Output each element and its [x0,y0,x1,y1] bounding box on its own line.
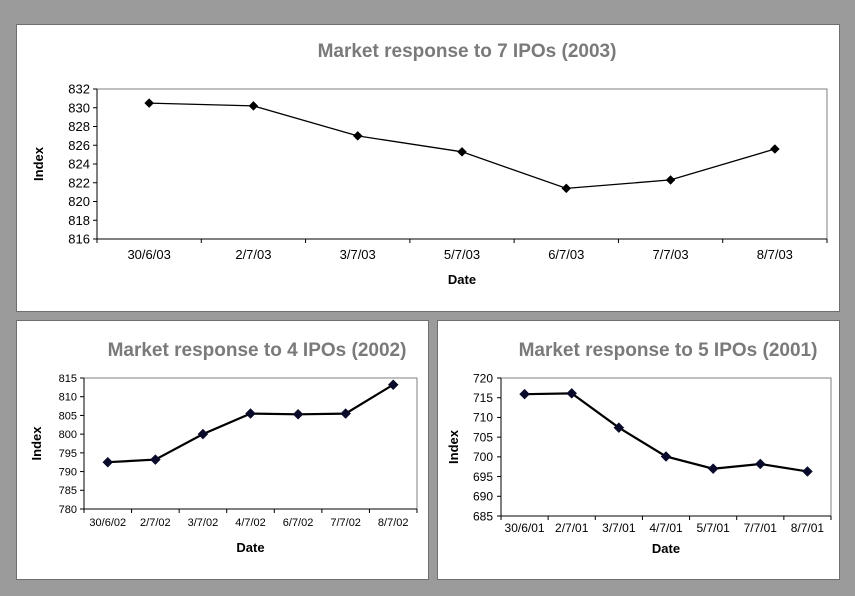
x-tick-label: 3/7/03 [340,247,376,262]
x-tick-label: 5/7/01 [696,521,730,535]
x-tick-label: 2/7/01 [555,521,589,535]
y-tick-label: 780 [59,504,77,516]
y-tick-label: 785 [59,485,77,497]
y-tick-label: 715 [473,391,493,405]
data-point [197,428,209,440]
y-tick-label: 826 [68,138,90,153]
y-tick-label: 830 [68,100,90,115]
data-point [387,379,399,391]
y-tick-label: 800 [59,429,77,441]
y-tick-label: 815 [59,373,77,385]
y-axis-title: Index [31,146,46,181]
chart-2001: Market response to 5 IPOs (2001) 685 690 69… [446,340,832,556]
x-tick-label: 30/6/03 [127,247,170,262]
data-point [144,98,154,108]
series-line-2003 [149,102,776,190]
x-tick-label: 4/7/02 [235,517,266,529]
chart-panel-2001: Market response to 5 IPOs (2001) 685 690 69… [437,320,840,580]
x-tick-label: 30/6/02 [89,517,126,529]
y-tick-label: 828 [68,119,90,134]
y-tick-label: 820 [68,194,90,209]
chart-title-2002: Market response to 4 IPOs (2002) [108,340,407,361]
x-tick-label: 30/6/01 [505,521,545,535]
y-tick-label: 710 [473,411,493,425]
data-point [754,458,766,470]
plot-area-2002 [83,377,418,510]
data-point [292,408,304,420]
y-tick-label: 810 [59,392,77,404]
x-tick-label: 8/7/03 [757,247,793,262]
y-tick-label: 695 [473,470,493,484]
x-tick-label: 7/7/01 [744,521,778,535]
y-axis-title: Index [29,426,44,461]
x-tick-label: 6/7/02 [283,517,314,529]
plot-area-2001 [500,377,832,517]
data-point [248,101,259,111]
data-point [613,422,625,434]
y-tick-label: 700 [473,450,493,464]
x-axis-title: Date [236,540,264,555]
x-tick-label: 4/7/01 [649,521,683,535]
chart-panel-2002: Market response to 4 IPOs (2002) 780 785 79… [16,320,429,580]
y-tick-label: 790 [59,467,77,479]
y-tick-label: 818 [68,213,90,228]
data-point [102,456,114,468]
data-point [770,144,780,154]
data-point [150,454,161,465]
y-tick-label: 805 [59,410,77,422]
x-tick-label: 3/7/02 [188,517,219,529]
plot-area-2003 [96,88,828,240]
y-tick-label: 720 [473,371,493,385]
data-point [707,463,719,475]
x-tick-label: 7/7/02 [330,517,361,529]
data-point [566,388,578,399]
y-tick-label: 685 [473,509,493,523]
y-tick-label: 816 [68,232,90,247]
data-point [340,408,351,419]
data-point [561,183,572,194]
series-line-2002 [107,383,394,464]
y-tick-label: 705 [473,430,493,444]
x-tick-label: 8/7/01 [791,521,825,535]
data-point [457,146,467,157]
x-tick-label: 8/7/02 [378,517,409,529]
y-tick-label: 824 [68,157,90,172]
y-axis-title: Index [446,429,461,464]
x-tick-label: 6/7/03 [548,247,584,262]
data-point [660,451,672,462]
x-tick-label: 7/7/03 [652,247,688,262]
chart-2003: Market response to 7 IPOs (2003) 816 818 82… [31,41,828,287]
x-axis-title: Date [448,272,476,287]
data-point [352,131,363,141]
data-point [245,408,256,419]
data-point [665,175,676,185]
x-axis-title: Date [652,541,680,556]
chart-panel-2003: Market response to 7 IPOs (2003) 816 818 82… [16,24,840,312]
x-tick-label: 3/7/01 [602,521,636,535]
data-point [802,466,813,477]
y-tick-label: 795 [59,448,77,460]
chart-2002: Market response to 4 IPOs (2002) 780 785 79… [29,340,418,555]
x-tick-label: 2/7/03 [235,247,271,262]
data-point [519,388,530,400]
y-tick-label: 690 [473,490,493,504]
x-tick-label: 5/7/03 [444,247,480,262]
y-tick-label: 822 [68,175,90,190]
chart-title-2003: Market response to 7 IPOs (2003) [318,41,617,62]
y-tick-label: 832 [68,82,90,97]
chart-title-2001: Market response to 5 IPOs (2001) [519,340,818,361]
x-tick-label: 2/7/02 [140,517,171,529]
